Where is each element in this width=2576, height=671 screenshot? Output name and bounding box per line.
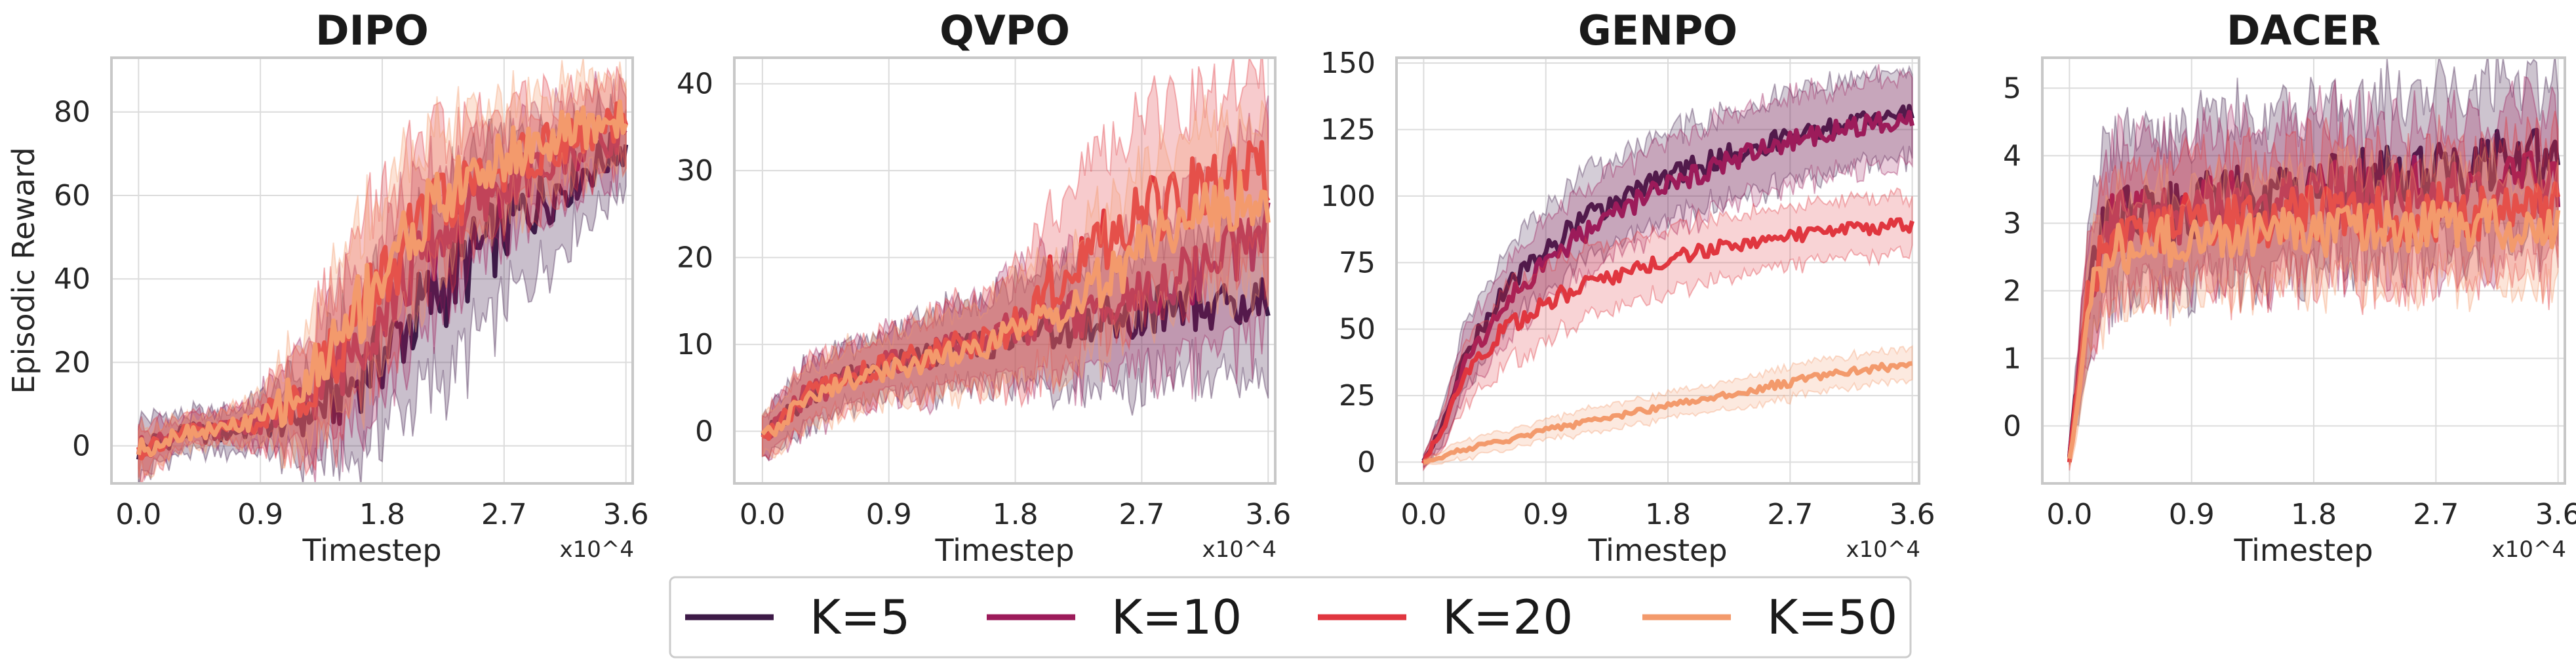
panel-title: GENPO xyxy=(1578,7,1737,54)
x-tick-label: 2.7 xyxy=(2413,498,2459,531)
x-axis-label: Timestep xyxy=(1587,533,1727,568)
x-tick-label: 0.0 xyxy=(2046,498,2092,531)
y-tick-label: 4 xyxy=(2003,139,2021,173)
y-tick-label: 40 xyxy=(677,68,713,101)
y-tick-label: 80 xyxy=(54,96,90,129)
y-tick-label: 75 xyxy=(1339,246,1376,279)
y-tick-label: 30 xyxy=(677,154,713,188)
plot-area xyxy=(761,58,1271,462)
x-tick-label: 0.0 xyxy=(115,498,161,531)
x-multiplier-label: x10^4 xyxy=(2491,537,2566,563)
panel-title: DIPO xyxy=(315,7,429,54)
series-line-k-10 xyxy=(1421,110,1915,464)
plot-area xyxy=(2067,58,2561,471)
panel-qvpo: 0.0 0.9 1.8 2.7 3.6 0 10 20 30 40 QVPO Timestep x10^… xyxy=(677,7,1291,568)
y-tick-label: 150 xyxy=(1320,47,1376,80)
y-tick-label: 5 xyxy=(2003,71,2021,105)
series-line-k-50 xyxy=(2067,198,2561,459)
x-axis-label: Timestep xyxy=(934,533,1074,568)
y-tick-label: 1 xyxy=(2003,342,2021,375)
y-tick-label: 25 xyxy=(1339,379,1376,413)
y-tick-label: 3 xyxy=(2003,207,2021,240)
plot-area xyxy=(136,58,629,483)
x-tick-label: 3.6 xyxy=(1245,498,1291,531)
y-tick-label: 125 xyxy=(1320,113,1376,147)
x-tick-label: 1.8 xyxy=(359,498,405,531)
band-k-20 xyxy=(1423,187,1913,472)
y-tick-label: 50 xyxy=(1339,313,1376,346)
y-axis-label: Episodic Reward xyxy=(6,147,41,394)
x-tick-label: 0.0 xyxy=(1400,498,1446,531)
axes-frame xyxy=(1395,56,1920,485)
y-tick-label: 40 xyxy=(54,262,90,296)
y-tick-label: 20 xyxy=(54,346,90,379)
x-tick-label: 0.9 xyxy=(237,498,283,531)
legend-label-k-20: K=20 xyxy=(1442,590,1573,645)
y-tick-label: 10 xyxy=(677,328,713,361)
x-tick-label: 3.6 xyxy=(603,498,649,531)
series-line-k-20 xyxy=(1421,217,1914,465)
legend-box xyxy=(669,576,1912,659)
legend-label-k-10: K=10 xyxy=(1111,590,1242,645)
series-line-k-50 xyxy=(136,99,629,458)
panel-title: DACER xyxy=(2227,7,2381,54)
x-tick-label: 3.6 xyxy=(2535,498,2576,531)
x-tick-label: 0.0 xyxy=(740,498,785,531)
x-multiplier-label: x10^4 xyxy=(559,537,634,563)
y-tick-label: 100 xyxy=(1320,180,1376,213)
y-tick-label: 0 xyxy=(695,415,713,449)
x-multiplier-label: x10^4 xyxy=(1202,537,1277,563)
x-axis-label: Timestep xyxy=(302,533,441,568)
legend: K=5 K=10 K=20 K=50 xyxy=(669,576,1912,659)
axes-frame xyxy=(733,56,1277,485)
x-tick-label: 0.9 xyxy=(1523,498,1569,531)
series-line-k-50 xyxy=(1423,361,1912,464)
legend-label-k-50: K=50 xyxy=(1767,590,1897,645)
x-tick-label: 2.7 xyxy=(1119,498,1164,531)
y-tick-label: 0 xyxy=(72,430,90,463)
panel-title: QVPO xyxy=(940,7,1070,54)
x-tick-label: 1.8 xyxy=(1645,498,1691,531)
x-tick-label: 3.6 xyxy=(1890,498,1935,531)
series-line-k-50 xyxy=(761,170,1271,437)
y-tick-label: 2 xyxy=(2003,274,2021,308)
x-tick-label: 1.8 xyxy=(993,498,1039,531)
series-line-k-5 xyxy=(2067,127,2561,458)
x-tick-label: 1.8 xyxy=(2291,498,2337,531)
y-tick-label: 60 xyxy=(54,179,90,213)
y-tick-label: 0 xyxy=(1357,446,1376,479)
axes-frame xyxy=(2041,56,2566,485)
panel-dipo: 0.0 0.9 1.8 2.7 3.6 0 20 40 60 80 DIPO Timestep x10^… xyxy=(6,7,649,568)
x-multiplier-label: x10^4 xyxy=(1846,537,1920,563)
y-tick-label: 20 xyxy=(677,241,713,275)
y-tick-label: 0 xyxy=(2003,409,2021,443)
panel-dacer: 0.0 0.9 1.8 2.7 3.6 0 1 2 3 4 5 DACER Timestep x10^4 xyxy=(2003,7,2576,568)
panel-genpo: 0.0 0.9 1.8 2.7 3.6 0 25 50 75 100 125 150 GENPO Time… xyxy=(1320,7,1935,568)
x-tick-label: 0.9 xyxy=(866,498,912,531)
axes-frame xyxy=(110,56,634,485)
band-k-5 xyxy=(1423,64,1913,468)
x-tick-label: 0.9 xyxy=(2169,498,2215,531)
x-tick-label: 2.7 xyxy=(481,498,527,531)
x-axis-label: Timestep xyxy=(2233,533,2373,568)
x-tick-label: 2.7 xyxy=(1767,498,1813,531)
plot-area xyxy=(1421,64,1915,472)
legend-label-k-5: K=5 xyxy=(810,590,910,645)
